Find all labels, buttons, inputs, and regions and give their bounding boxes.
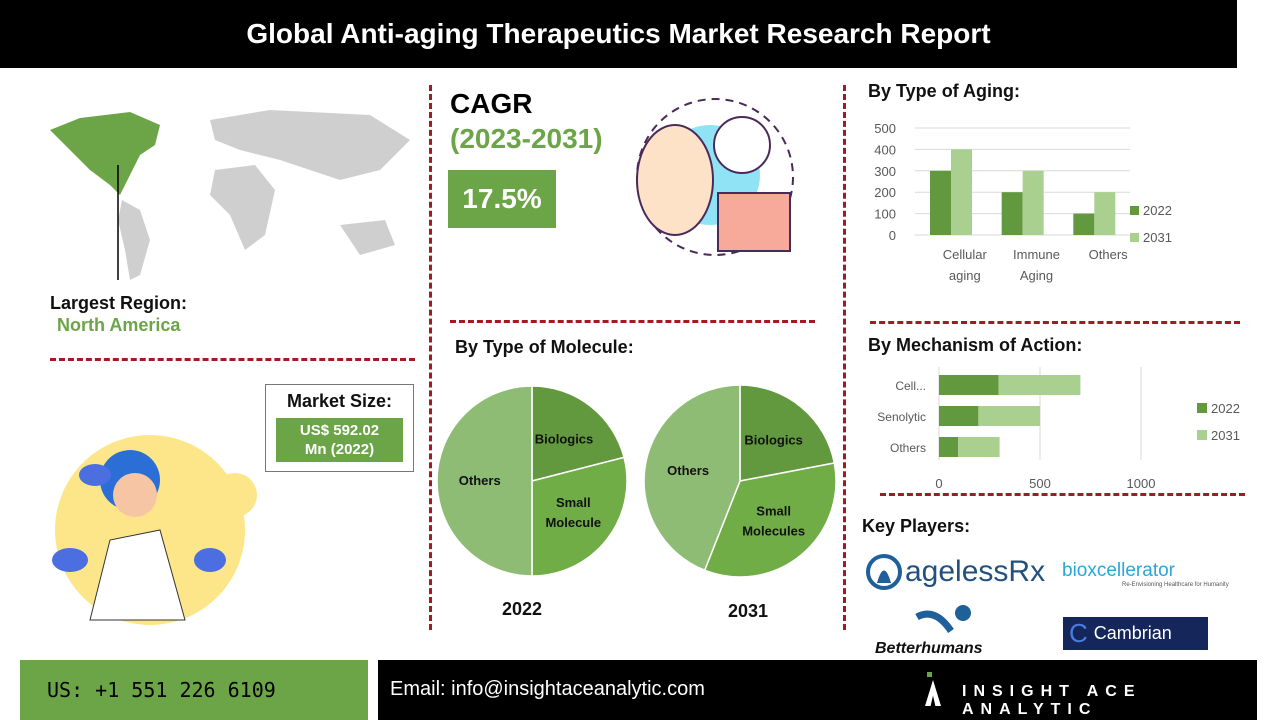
pie-label: Small — [556, 495, 591, 510]
y-tick-label: 500 — [874, 121, 896, 136]
pie-slice-others — [436, 385, 533, 577]
mechanism-chart-title: By Mechanism of Action: — [868, 335, 1083, 355]
pie-label: Others — [459, 473, 501, 488]
pie-label: Biologics — [744, 432, 803, 447]
footer-brand: INSIGHT ACE ANALYTIC — [962, 683, 1142, 718]
footer-email[interactable]: Email: info@insightaceanalytic.com — [390, 678, 705, 700]
legend-label: 2031 — [1143, 230, 1172, 245]
betterhumans-logo: Betterhumans — [875, 603, 983, 658]
bar-2031 — [1022, 170, 1044, 235]
x-tick-label: Aging — [1020, 268, 1053, 283]
footer-phone: US: +1 551 226 6109 — [20, 660, 368, 720]
face-clock-icon — [636, 98, 794, 256]
x-tick-label: aging — [949, 268, 981, 283]
agelessrx-logo: agelessRx — [865, 553, 1045, 591]
bar-2022 — [939, 375, 999, 395]
legend-swatch — [1130, 206, 1139, 215]
molecule-pie-charts: Biologics Small Molecule Others Biologics Sma… — [436, 384, 837, 578]
legend-label: 2031 — [1211, 428, 1240, 443]
legend-swatch — [1130, 233, 1139, 242]
cagr-period: (2023-2031) — [450, 123, 603, 154]
bar-2022 — [1073, 213, 1095, 235]
cagr-label: CAGR — [450, 88, 533, 119]
molecule-chart-title: By Type of Molecule: — [455, 337, 634, 357]
divider — [880, 493, 1245, 496]
key-players-title: Key Players: — [862, 516, 971, 536]
divider — [50, 358, 415, 361]
market-size-label: Market Size: — [286, 391, 393, 411]
aging-chart-title: By Type of Aging: — [868, 81, 1020, 101]
woman-skincare-illustration — [52, 435, 257, 625]
mechanism-bar-chart: 0 500 1000 Cell... Senolytic Others 2022 2031 — [877, 367, 1240, 491]
insightace-logo-icon — [925, 672, 943, 706]
pie-label: Small — [756, 504, 791, 519]
x-tick-label: Cellular — [943, 247, 988, 262]
pie-label: Others — [667, 463, 709, 478]
pie-slice-biologics — [531, 385, 625, 482]
bioxcellerator-logo: bioxcellerator Re-Envisioning Healthcare… — [1062, 560, 1229, 588]
pie-slice-others — [643, 384, 741, 572]
aging-bar-chart: 0 100 200 300 400 500 Cellular aging Immune Aging… — [874, 121, 1172, 283]
x-tick-label: 1000 — [1127, 476, 1156, 491]
y-tick-label: 0 — [889, 228, 896, 243]
y-tick-label: 300 — [874, 164, 896, 179]
x-tick-label: 500 — [1029, 476, 1051, 491]
largest-region-value: North America — [57, 315, 181, 335]
legend-label: 2022 — [1211, 401, 1240, 416]
report-title: Global Anti-aging Therapeutics Market Re… — [0, 0, 1237, 68]
y-tick-label: 400 — [874, 142, 896, 157]
world-map — [50, 110, 410, 280]
pie-slice-biologics — [739, 384, 836, 482]
market-size-box: Market Size: US$ 592.02 Mn (2022) — [265, 384, 414, 472]
bar-2031 — [951, 149, 972, 235]
largest-region-label: Largest Region: — [50, 293, 188, 313]
bar-2022 — [939, 437, 959, 457]
y-tick-label: Cell... — [895, 379, 926, 393]
bar-2031 — [978, 406, 1040, 426]
pie-slice-small-molecules — [703, 462, 837, 578]
market-size-value: US$ 592.02 — [299, 422, 380, 439]
bar-2022 — [1001, 192, 1023, 235]
legend-label: 2022 — [1143, 203, 1172, 218]
legend-swatch — [1197, 403, 1207, 413]
legend-swatch — [1197, 430, 1207, 440]
bar-2031 — [998, 375, 1081, 395]
divider — [843, 85, 846, 630]
y-tick-label: 200 — [874, 185, 896, 200]
pie-label: Molecules — [742, 524, 805, 539]
pie-2022-label: 2022 — [502, 599, 543, 619]
bar-2022 — [930, 170, 951, 235]
x-tick-label: Immune — [1013, 247, 1060, 262]
divider — [450, 320, 815, 323]
y-tick-label: Senolytic — [877, 410, 926, 424]
x-tick-label: Others — [1089, 247, 1129, 262]
divider — [429, 85, 432, 630]
y-tick-label: 100 — [874, 207, 896, 222]
pie-label: Biologics — [535, 432, 594, 447]
pie-label: Molecule — [545, 515, 601, 530]
cambrian-logo: C Cambrian — [1063, 617, 1208, 650]
bar-2031 — [958, 437, 1000, 457]
market-size-year: Mn (2022) — [304, 441, 375, 458]
bar-2031 — [1094, 192, 1116, 235]
cagr-value: 17.5% — [448, 170, 556, 228]
pie-2031-label: 2031 — [728, 601, 769, 621]
x-tick-label: 0 — [935, 476, 942, 491]
bar-2022 — [939, 406, 979, 426]
y-tick-label: Others — [890, 441, 926, 455]
pie-slice-small-molecule — [531, 456, 628, 577]
divider — [870, 321, 1240, 324]
